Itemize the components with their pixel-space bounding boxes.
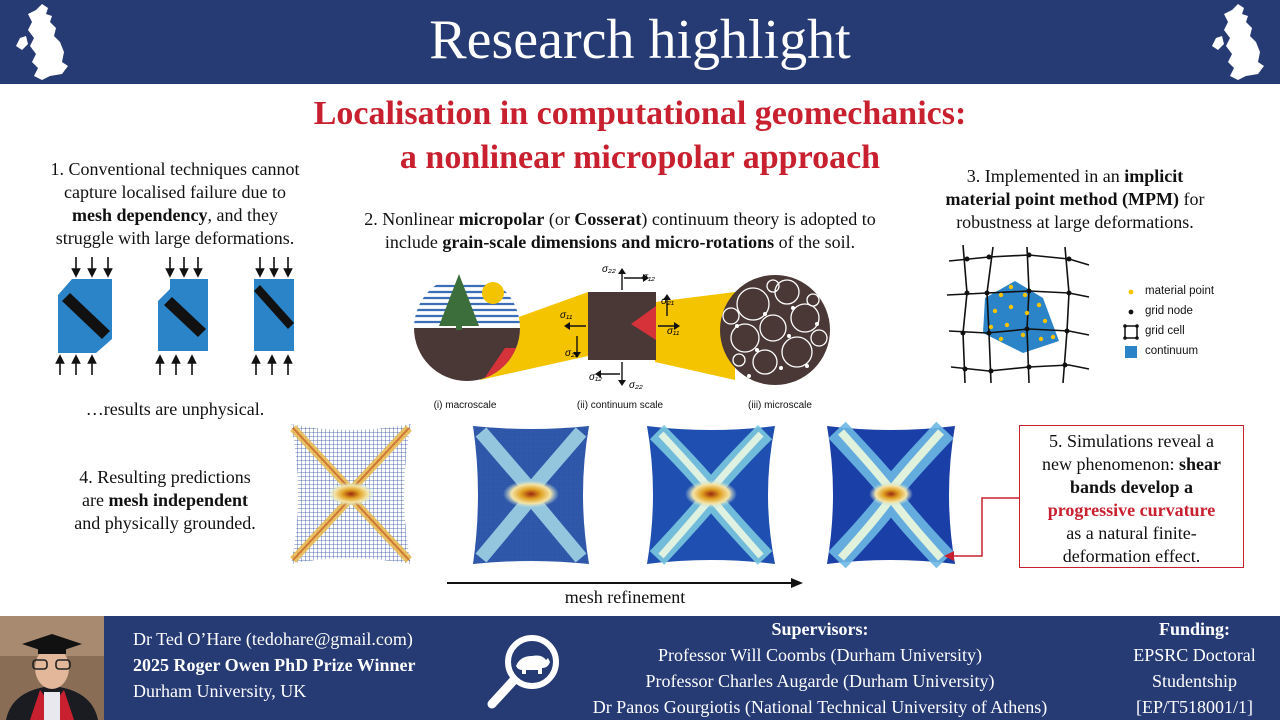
header-banner: Research highlight (0, 0, 1280, 84)
point5-line: deformation effect. (1062, 546, 1201, 566)
point1-line: mesh dependency, and they (20, 204, 330, 227)
poster-title: Localisation in computational geomechani… (0, 92, 1280, 180)
point1-bold: mesh dependency (72, 205, 208, 225)
grid-nodes (960, 252, 1072, 374)
search-polar-bear-icon (487, 635, 559, 709)
point1-text: 1. Conventional techniques cannot captur… (20, 158, 330, 250)
stress-label-s22: σ₂₂ (602, 264, 616, 275)
point1-line: capture localised failure due to (64, 182, 286, 202)
specimen-1 (58, 279, 112, 353)
point4-line: are mesh independent (81, 490, 248, 510)
point1-footer: …results are unphysical. (85, 399, 265, 419)
load-arrows (55, 257, 293, 375)
funding-item: EPSRC Doctoral (1133, 645, 1256, 665)
supervisors-heading: Supervisors: (771, 619, 869, 639)
simulation-panel-2 (473, 426, 589, 564)
supervisor-item: Dr Panos Gourgiotis (National Technical … (592, 697, 1048, 717)
point3-text: 3. Implemented in an implicit material p… (920, 165, 1230, 234)
affiliation-text: Durham University, UK (133, 681, 307, 701)
material-points (988, 284, 1056, 342)
point5-line: progressive curvature (1047, 500, 1216, 520)
specimen-3 (254, 279, 294, 351)
prize-text: 2025 Roger Owen PhD Prize Winner (133, 655, 416, 675)
supervisors-block: Supervisors: Professor Will Coombs (Durh… (560, 616, 1080, 720)
poster-title-line1: Localisation in computational geomechani… (313, 95, 967, 132)
legend-material-point: material point (1145, 285, 1215, 297)
point5-line: as a natural finite- (1066, 523, 1197, 543)
callout-arrow (944, 497, 1020, 561)
macroscale-circle (414, 274, 520, 381)
stress-label-s21: σ₂₁ (661, 296, 674, 307)
point2-line: 2. Nonlinear micropolar (or Cosserat) co… (364, 209, 876, 229)
mpm-grid-figure (946, 244, 1139, 384)
microscale-circle (720, 275, 830, 385)
point5-line: 5. Simulations reveal a (1049, 431, 1214, 451)
supervisor-item: Professor Will Coombs (Durham University… (658, 645, 982, 665)
simulation-results-figure (290, 421, 955, 569)
poster-title-line2: a nonlinear micropolar approach (399, 139, 881, 176)
simulation-panel-1 (290, 424, 412, 564)
point2-text: 2. Nonlinear micropolar (or Cosserat) co… (330, 208, 910, 254)
mpm-legend (1123, 289, 1139, 358)
funding-heading: Funding: (1158, 619, 1231, 639)
funding-item: [EP/T518001/1] (1136, 697, 1253, 717)
zoom-beam-right (655, 292, 735, 380)
point3-line: robustness at large deformations. (956, 212, 1194, 232)
point4-line: 4. Resulting predictions (79, 467, 251, 487)
stress-label-s11: σ₁₁ (667, 326, 679, 337)
point2-line: include grain-scale dimensions and micro… (384, 232, 856, 252)
simulation-panel-4 (827, 421, 955, 569)
uk-map-icon (1212, 4, 1264, 80)
stress-label-s22: σ₂₂ (629, 380, 643, 391)
point5-line: new phenomenon: shear (1042, 454, 1221, 474)
funding-item: Studentship (1151, 671, 1237, 691)
supervisor-item: Professor Charles Augarde (Durham Univer… (645, 671, 995, 691)
point5-box: 5. Simulations reveal a new phenomenon: … (1019, 425, 1244, 568)
avatar (0, 616, 104, 720)
stress-label-s12: σ₁₂ (642, 272, 655, 283)
point4-line: and physically grounded. (74, 513, 256, 533)
point4-text: 4. Resulting predictions are mesh indepe… (20, 466, 310, 535)
micropolar-scales-figure: σ₂₂ σ₁₂ σ₁₁ σ₂₁ σ₁₁ σ₂₁ σ₁₂ σ₂₂ (414, 264, 830, 391)
point1-line: 1. Conventional techniques cannot (50, 159, 300, 179)
author-info: Dr Ted O’Hare (tedohare@gmail.com) 2025 … (133, 626, 473, 704)
legend-continuum: continuum (1145, 345, 1199, 357)
author-name: Dr Ted O’Hare (tedohare@gmail.com) (133, 629, 413, 649)
uk-map-icon (16, 4, 68, 80)
mesh-refinement-label: mesh refinement (564, 587, 686, 607)
point3-line: material point method (MPM) for (945, 189, 1205, 209)
stress-label-s21: σ₂₁ (565, 348, 578, 359)
point1-rest: , and they (207, 205, 278, 225)
stress-label-s12: σ₁₂ (589, 372, 602, 383)
point3-line: 3. Implemented in an implicit (966, 166, 1184, 186)
conventional-specimens-figure (55, 257, 294, 375)
footer-banner: Dr Ted O’Hare (tedohare@gmail.com) 2025 … (0, 616, 1280, 720)
funding-block: Funding: EPSRC Doctoral Studentship [EP/… (1112, 616, 1277, 720)
page-title: Research highlight (429, 9, 851, 71)
legend-grid-cell: grid cell (1145, 325, 1185, 337)
stress-label-s11: σ₁₁ (560, 310, 572, 321)
mesh-refinement-arrow (447, 578, 803, 588)
continuum-shape (983, 281, 1059, 353)
point5-line: bands develop a (1069, 477, 1194, 497)
continuum-element: σ₂₂ σ₁₂ σ₁₁ σ₂₁ σ₁₁ σ₂₁ σ₁₂ σ₂₂ (560, 264, 680, 391)
scale-label-continuum: (ii) continuum scale (576, 400, 664, 411)
scale-label-macro: (i) macroscale (433, 400, 497, 411)
simulation-panel-3 (647, 424, 775, 565)
scale-label-micro: (iii) microscale (748, 400, 812, 411)
point1-line: struggle with large deformations. (55, 228, 295, 248)
legend-grid-node: grid node (1145, 305, 1193, 317)
specimen-2 (158, 279, 208, 351)
